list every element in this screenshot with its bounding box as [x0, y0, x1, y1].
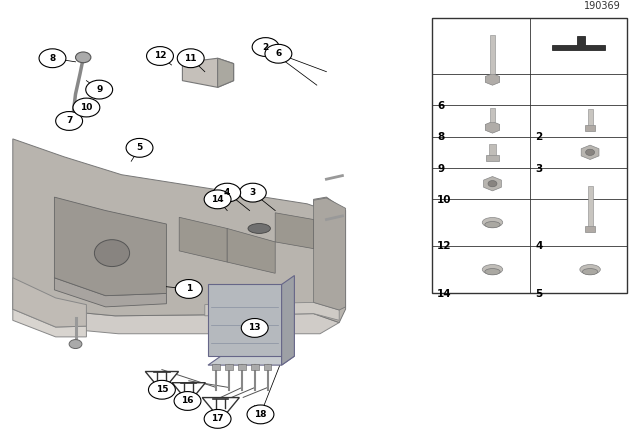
Polygon shape [54, 278, 166, 307]
Text: 3: 3 [535, 164, 542, 173]
Text: 3: 3 [250, 188, 256, 197]
Text: 11: 11 [184, 54, 197, 63]
Ellipse shape [483, 217, 503, 227]
Text: 14: 14 [211, 195, 224, 204]
Circle shape [73, 98, 100, 117]
Text: 16: 16 [181, 396, 194, 405]
Text: 12: 12 [437, 241, 452, 251]
Polygon shape [13, 293, 74, 330]
Polygon shape [145, 371, 179, 392]
Bar [588, 109, 593, 125]
Bar [585, 226, 595, 232]
Ellipse shape [248, 224, 271, 233]
Polygon shape [205, 302, 339, 320]
Bar [264, 364, 271, 370]
Polygon shape [218, 58, 234, 87]
Text: 15: 15 [156, 385, 168, 394]
Bar [251, 364, 259, 370]
Polygon shape [314, 198, 346, 310]
Polygon shape [179, 217, 227, 262]
Ellipse shape [483, 264, 503, 274]
Bar [588, 186, 593, 226]
Circle shape [252, 38, 279, 56]
Text: 14: 14 [437, 289, 452, 299]
Text: 12: 12 [154, 52, 166, 60]
Polygon shape [182, 58, 234, 87]
Bar [238, 364, 246, 370]
Ellipse shape [95, 240, 129, 267]
Ellipse shape [485, 221, 500, 228]
Polygon shape [13, 293, 339, 334]
Text: 6: 6 [275, 49, 282, 58]
Circle shape [86, 80, 113, 99]
Bar [212, 364, 220, 370]
Circle shape [148, 380, 175, 399]
Text: 8: 8 [437, 132, 444, 142]
Polygon shape [54, 197, 166, 296]
Text: 190369: 190369 [584, 1, 621, 11]
Bar [585, 125, 595, 131]
Circle shape [175, 280, 202, 298]
Circle shape [177, 49, 204, 68]
Circle shape [214, 183, 241, 202]
Circle shape [265, 44, 292, 63]
Circle shape [586, 149, 595, 155]
Text: 7: 7 [66, 116, 72, 125]
Polygon shape [13, 309, 86, 337]
Ellipse shape [580, 264, 600, 274]
Text: 5: 5 [535, 289, 542, 299]
Polygon shape [13, 278, 86, 327]
Polygon shape [202, 397, 239, 420]
Text: 9: 9 [437, 164, 444, 173]
Bar [490, 108, 495, 121]
Bar [490, 144, 496, 155]
Text: 1: 1 [186, 284, 192, 293]
Circle shape [56, 112, 83, 130]
Bar [486, 155, 499, 161]
Circle shape [239, 183, 266, 202]
Text: 4: 4 [535, 241, 543, 251]
Circle shape [147, 47, 173, 65]
Polygon shape [208, 284, 282, 356]
Bar [225, 364, 233, 370]
Text: 9: 9 [96, 85, 102, 94]
Text: 5: 5 [136, 143, 143, 152]
Text: 6: 6 [437, 101, 444, 111]
Circle shape [69, 340, 82, 349]
Circle shape [204, 409, 231, 428]
Polygon shape [552, 36, 605, 51]
Text: 2: 2 [262, 43, 269, 52]
Text: 10: 10 [437, 195, 452, 205]
Ellipse shape [485, 269, 500, 275]
Circle shape [241, 319, 268, 337]
Circle shape [204, 190, 231, 209]
Polygon shape [208, 356, 294, 365]
Bar [432, 18, 627, 293]
Text: 18: 18 [254, 410, 267, 419]
Polygon shape [13, 139, 346, 323]
Circle shape [488, 181, 497, 187]
Ellipse shape [582, 269, 598, 275]
Circle shape [174, 392, 201, 410]
Polygon shape [227, 228, 275, 273]
Circle shape [76, 52, 91, 63]
Text: 2: 2 [535, 132, 542, 142]
Polygon shape [282, 276, 294, 365]
Text: 13: 13 [248, 323, 261, 332]
Polygon shape [275, 213, 314, 249]
Circle shape [63, 120, 76, 129]
Text: 4: 4 [224, 188, 230, 197]
Circle shape [126, 138, 153, 157]
Circle shape [247, 405, 274, 424]
Circle shape [221, 340, 234, 349]
Text: 17: 17 [211, 414, 224, 423]
Circle shape [39, 49, 66, 68]
Text: 10: 10 [80, 103, 93, 112]
Text: 8: 8 [49, 54, 56, 63]
Polygon shape [172, 383, 205, 403]
Bar [490, 35, 495, 73]
